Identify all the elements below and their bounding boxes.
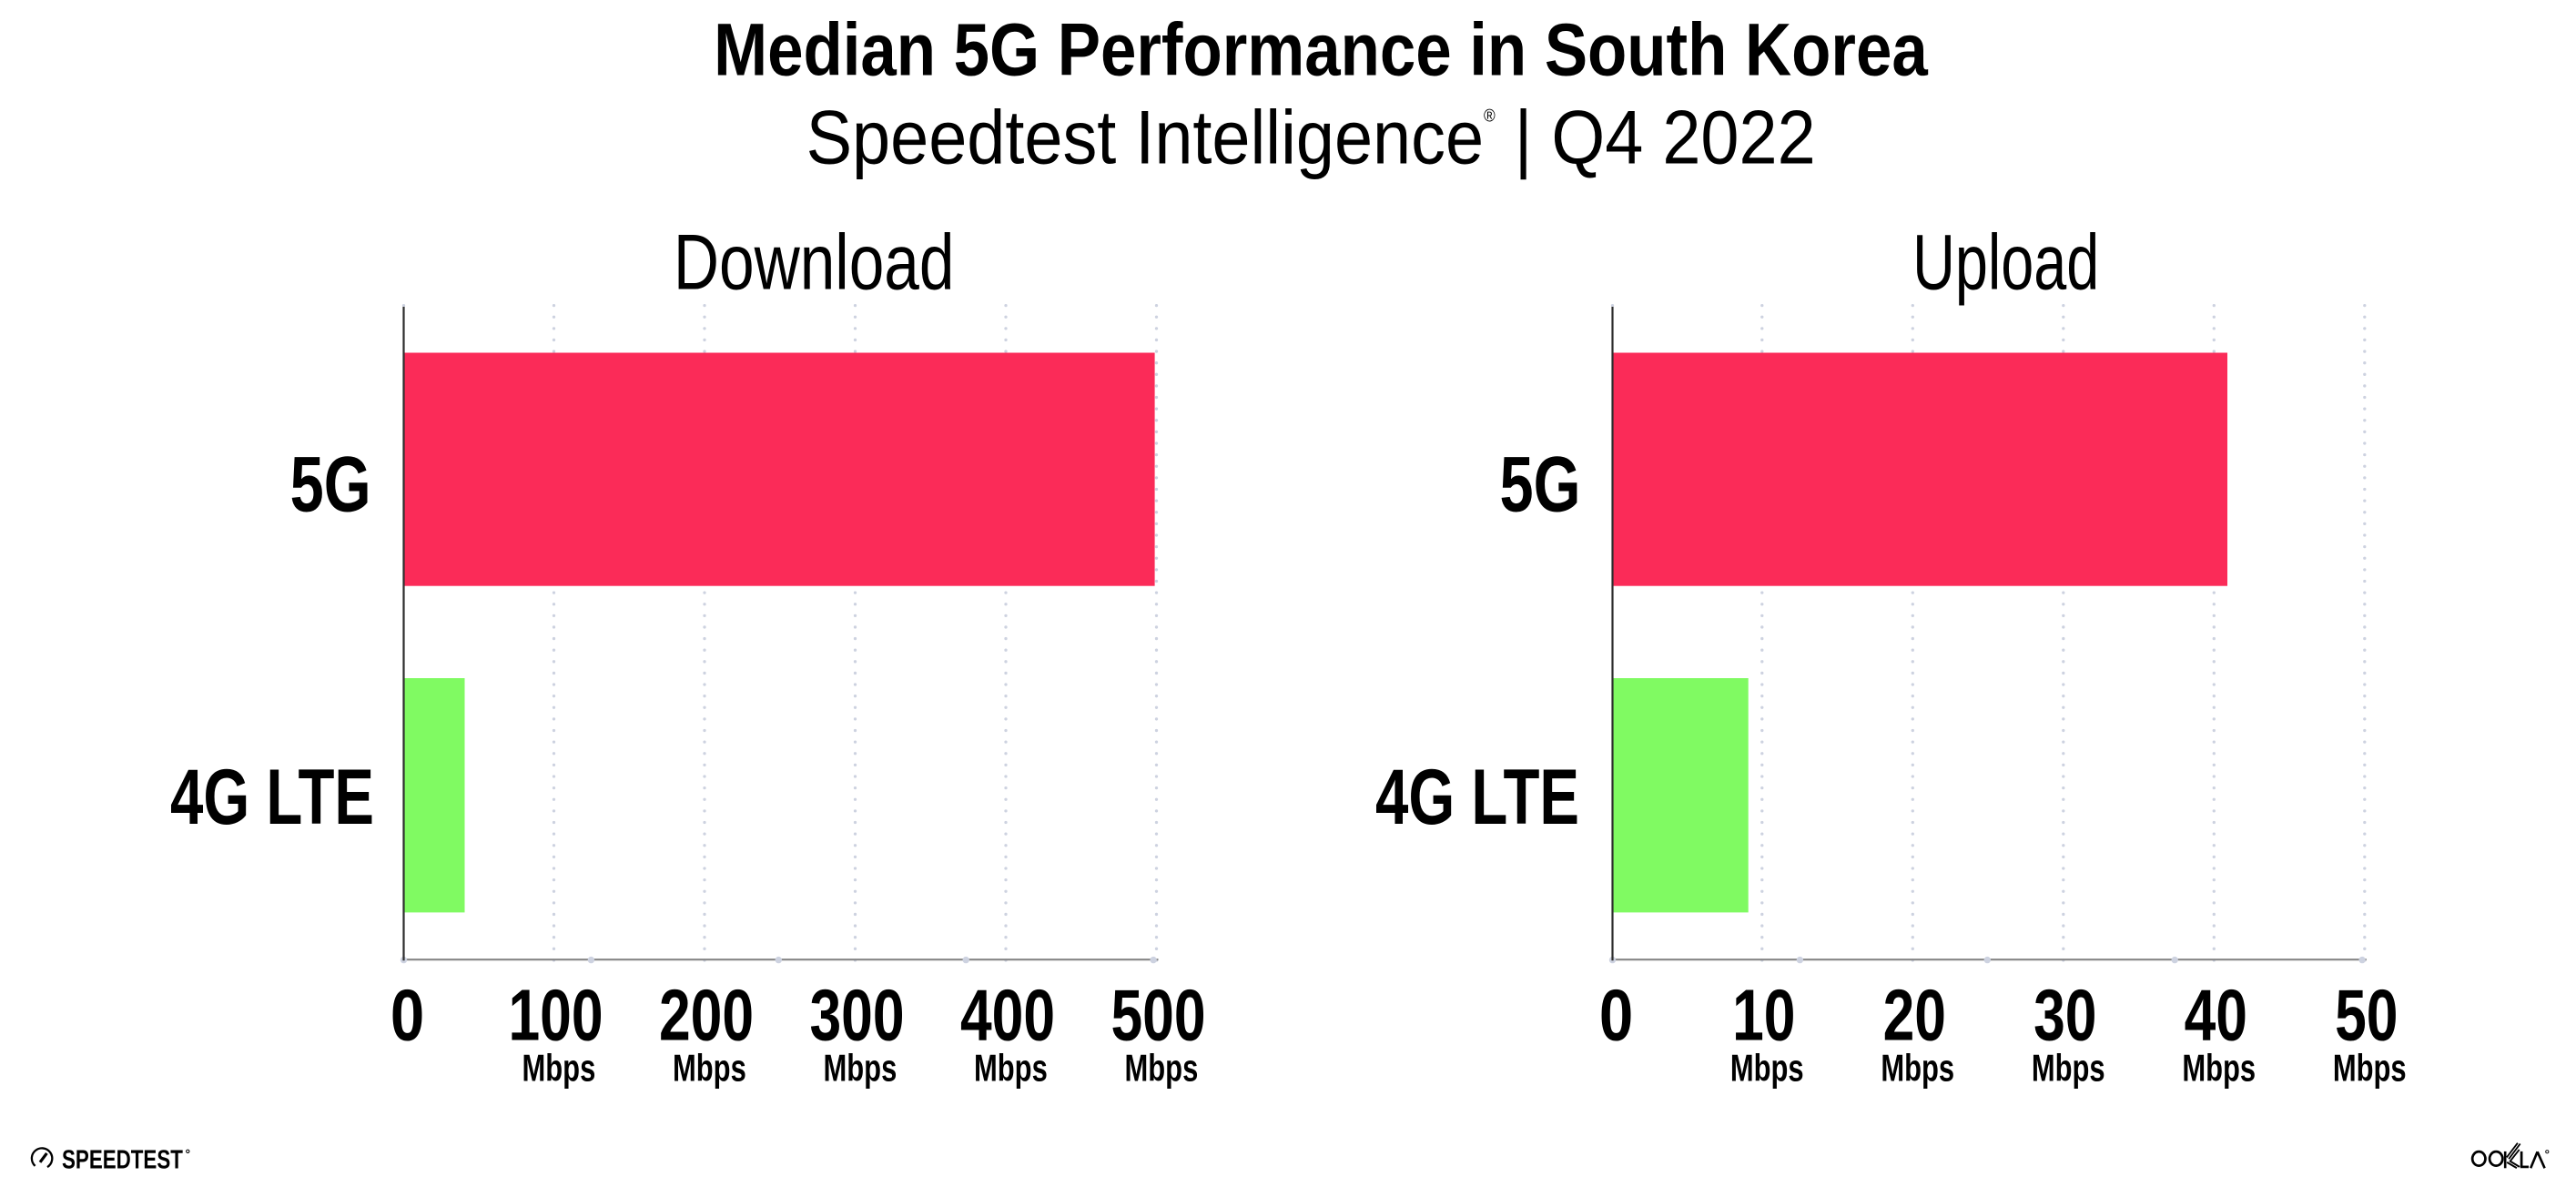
svg-text:Mbps: Mbps <box>2182 1047 2256 1089</box>
svg-text:Mbps: Mbps <box>1881 1047 1954 1089</box>
svg-text:30: 30 <box>2033 975 2096 1056</box>
svg-text:10: 10 <box>1732 975 1795 1056</box>
svg-text:100: 100 <box>508 975 603 1056</box>
svg-text:0: 0 <box>390 974 424 1056</box>
svg-text:5G: 5G <box>1500 441 1581 528</box>
svg-text:Mbps: Mbps <box>673 1047 746 1089</box>
svg-text:0: 0 <box>1599 974 1633 1056</box>
svg-text:Mbps: Mbps <box>974 1047 1048 1089</box>
svg-text:4G LTE: 4G LTE <box>170 754 374 841</box>
svg-text:50: 50 <box>2335 975 2398 1056</box>
svg-text:Download: Download <box>674 218 955 306</box>
svg-text:5G: 5G <box>290 441 371 528</box>
svg-text:500: 500 <box>1111 975 1205 1056</box>
svg-text:Speedtest Intelligence® | Q4 2: Speedtest Intelligence® | Q4 2022 <box>806 95 1816 179</box>
svg-text:40: 40 <box>2185 975 2247 1056</box>
svg-text:SPEEDTEST: SPEEDTEST <box>62 1146 183 1174</box>
svg-text:Mbps: Mbps <box>1125 1047 1199 1089</box>
svg-text:200: 200 <box>659 975 754 1056</box>
svg-text:Median 5G Performance in South: Median 5G Performance in South Korea <box>714 9 1928 92</box>
svg-text:Mbps: Mbps <box>2032 1047 2105 1089</box>
svg-text:Mbps: Mbps <box>824 1047 898 1089</box>
svg-text:400: 400 <box>960 975 1055 1056</box>
svg-text:Mbps: Mbps <box>1730 1047 1804 1089</box>
svg-text:300: 300 <box>809 975 904 1056</box>
svg-text:20: 20 <box>1883 975 1946 1056</box>
svg-text:4G LTE: 4G LTE <box>1375 754 1579 841</box>
svg-text:Upload: Upload <box>1912 218 2099 306</box>
svg-text:Mbps: Mbps <box>522 1047 596 1089</box>
svg-text:Mbps: Mbps <box>2333 1047 2407 1089</box>
